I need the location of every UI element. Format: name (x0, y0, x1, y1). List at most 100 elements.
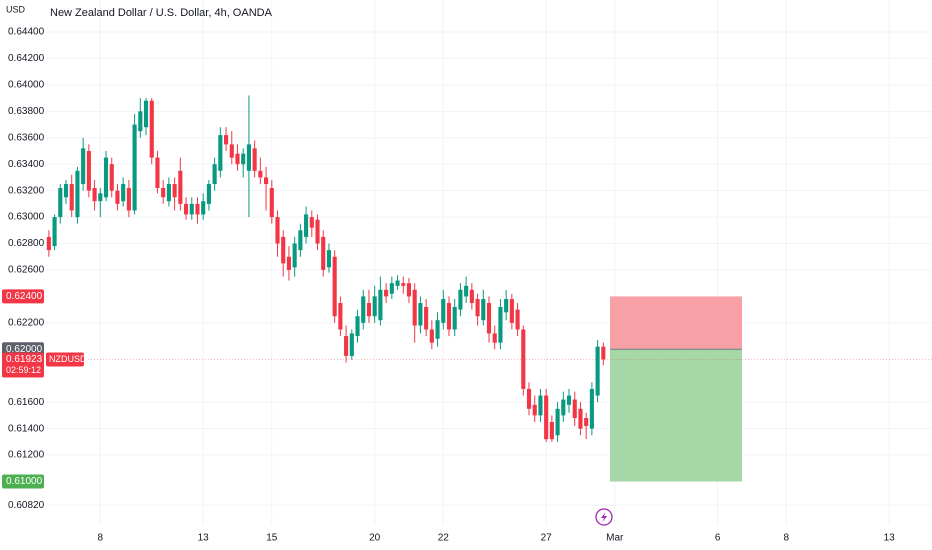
y-tick-label: 0.64000 (8, 80, 45, 91)
x-tick-label: Mar (606, 533, 624, 544)
x-tick-label: 22 (438, 533, 450, 544)
candle-body (63, 184, 69, 198)
x-tick-label: 27 (541, 533, 553, 544)
x-tick-label: 8 (783, 533, 789, 544)
axis-labels: 0.64400 0.64200 0.64000 0.63800 0.63600 0.634… (2, 27, 895, 544)
candle-body (561, 399, 566, 416)
candle-body (183, 203, 189, 215)
candle-body (92, 188, 97, 202)
candle-body (138, 111, 143, 132)
candle-body (212, 164, 217, 185)
candle-body (538, 395, 543, 416)
candle-body (389, 283, 394, 294)
y-tick-label: 0.63000 (8, 212, 45, 223)
y-tick-label: 0.63800 (8, 106, 45, 117)
y-tick-label: 0.61200 (8, 450, 45, 461)
x-tick-label: 15 (266, 533, 278, 544)
candle-body (446, 303, 452, 330)
candle-body (469, 289, 474, 304)
price-tag-label: 0.61000 (6, 476, 43, 487)
chart-title: New Zealand Dollar / U.S. Dollar, 4h, OA… (50, 7, 273, 19)
y-tick-label: 0.64200 (8, 53, 45, 64)
price-tag-label: 0.62000 (6, 344, 43, 355)
candle-body (178, 170, 183, 204)
price-tag (2, 474, 44, 489)
candle-body (258, 170, 263, 178)
y-tick-label: 0.61600 (8, 397, 45, 408)
candle-body (75, 170, 80, 218)
candle-body (109, 164, 114, 191)
candle-body (264, 177, 269, 185)
candle-body (406, 283, 412, 297)
x-tick-label: 20 (369, 533, 381, 544)
y-tick-label: 0.61400 (8, 423, 45, 434)
candle-body (143, 100, 149, 128)
candle-body (304, 214, 309, 237)
candle-body (338, 303, 343, 330)
candle-body (366, 303, 372, 317)
candle-body (81, 148, 86, 185)
stop-zone (610, 296, 742, 350)
candle-body (481, 299, 486, 321)
candle-body (46, 236, 51, 251)
candle-body (401, 283, 406, 286)
candle-body (578, 408, 583, 429)
candle-body (584, 418, 589, 426)
candle-body (292, 243, 297, 268)
candle-body (355, 316, 360, 337)
plot (46, 0, 932, 525)
candle-body (424, 306, 429, 330)
candle-body (206, 184, 211, 204)
candle-body (326, 250, 332, 268)
candle-body (298, 230, 303, 251)
y-tick-label: 0.63600 (8, 132, 45, 143)
y-tick-label: 0.62800 (8, 238, 45, 249)
candle-body (378, 289, 383, 321)
candle-body (572, 399, 577, 419)
candle-body (435, 320, 440, 339)
x-tick-label: 13 (884, 533, 896, 544)
y-tick-label: 0.63200 (8, 185, 45, 196)
x-tick-label: 13 (198, 533, 210, 544)
candle-body (441, 299, 446, 323)
candle-body (589, 388, 594, 429)
currency-label: USD (6, 4, 26, 14)
candle-body (235, 153, 240, 165)
alert-bolt[interactable] (601, 512, 607, 522)
candle-body (269, 188, 274, 218)
candle-body (195, 203, 200, 215)
candle-body (532, 404, 537, 416)
alert-icon[interactable] (595, 508, 613, 526)
last-price-label: 0.61923 (6, 354, 43, 365)
candle-body (281, 236, 286, 264)
candle-body (69, 184, 74, 211)
candle-body (452, 306, 457, 330)
candle-body (549, 422, 554, 440)
candle-body (475, 299, 480, 317)
candle-body (98, 193, 103, 202)
y-tick-label: 0.63400 (8, 159, 45, 170)
last-price-tag (2, 352, 44, 378)
candle-body (52, 217, 57, 247)
candle-body (372, 296, 377, 317)
candle-body (86, 150, 91, 191)
candle-body (429, 329, 434, 343)
candle-body (344, 336, 349, 356)
candle-body (315, 219, 320, 244)
candle-body (166, 184, 171, 202)
y-tick-label: 0.60820 (8, 500, 45, 511)
x-tick-label: 8 (98, 533, 104, 544)
candle-body (458, 289, 463, 310)
candle-body (189, 203, 194, 215)
candle-body (309, 217, 314, 228)
candle-body (601, 346, 606, 360)
candle-body (218, 135, 223, 171)
target-zone (610, 349, 742, 482)
candle-body (161, 188, 166, 198)
candle-body (509, 299, 514, 323)
candle-body (566, 395, 572, 405)
candle-body (275, 217, 280, 244)
candle-body (492, 333, 497, 343)
candle-body (126, 188, 131, 211)
